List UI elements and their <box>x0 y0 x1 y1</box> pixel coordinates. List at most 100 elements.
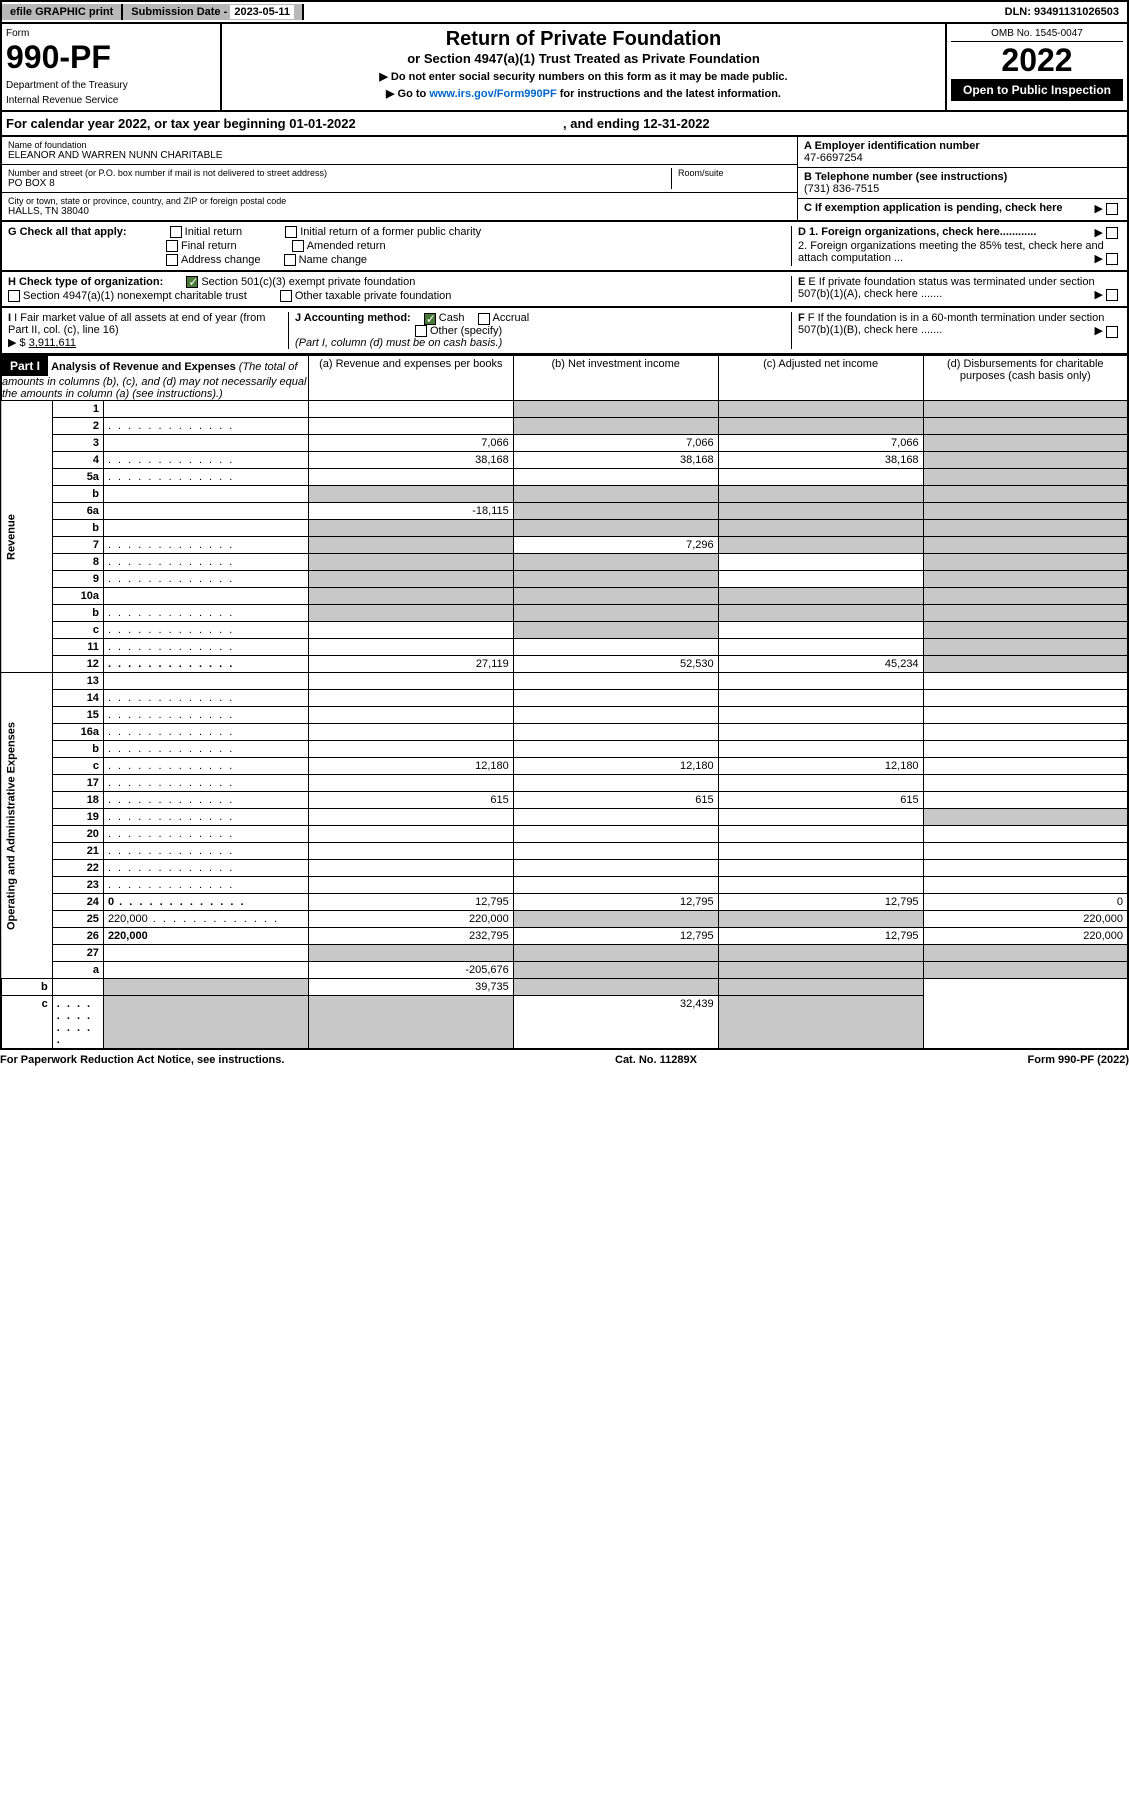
cell-a <box>308 860 513 877</box>
cell-c <box>718 503 923 520</box>
cell-a <box>308 826 513 843</box>
cell-d <box>923 775 1128 792</box>
cell-c <box>718 639 923 656</box>
row-number: b <box>1 979 52 996</box>
checkbox-other-method[interactable] <box>415 325 427 337</box>
cell-a <box>308 469 513 486</box>
cell-c <box>718 401 923 418</box>
col-d-header: (d) Disbursements for charitable purpose… <box>923 356 1128 401</box>
cell-d <box>923 537 1128 554</box>
form-ref: Form 990-PF (2022) <box>1028 1054 1129 1066</box>
cell-d <box>923 418 1128 435</box>
row-desc: 0 <box>103 894 308 911</box>
row-desc <box>103 707 308 724</box>
cell-c: 12,795 <box>718 928 923 945</box>
row-number: 24 <box>52 894 103 911</box>
table-row: 21 <box>1 843 1128 860</box>
row-desc <box>103 741 308 758</box>
cell-d <box>923 758 1128 775</box>
table-row: Operating and Administrative Expenses13 <box>1 673 1128 690</box>
table-row: b <box>1 486 1128 503</box>
cell-d <box>923 877 1128 894</box>
cell-a <box>308 554 513 571</box>
cell-d <box>923 588 1128 605</box>
cell-d <box>923 843 1128 860</box>
cell-a <box>308 690 513 707</box>
cell-d <box>923 724 1128 741</box>
checkbox-name-change[interactable] <box>284 254 296 266</box>
cell-a <box>308 707 513 724</box>
page-footer: For Paperwork Reduction Act Notice, see … <box>0 1050 1129 1070</box>
row-number: 19 <box>52 809 103 826</box>
checkbox-initial[interactable] <box>170 226 182 238</box>
dept-label: Department of the Treasury <box>6 80 216 91</box>
cell-d: 220,000 <box>923 911 1128 928</box>
row-desc <box>103 673 308 690</box>
checkbox-c[interactable] <box>1106 203 1118 215</box>
open-inspection: Open to Public Inspection <box>951 79 1123 101</box>
part1-table: Part I Analysis of Revenue and Expenses … <box>0 355 1129 1050</box>
col-a-header: (a) Revenue and expenses per books <box>308 356 513 401</box>
ein-value: 47-6697254 <box>804 152 1121 164</box>
cell-d <box>923 486 1128 503</box>
cell-d <box>923 452 1128 469</box>
checkbox-d2[interactable] <box>1106 253 1118 265</box>
col-b-header: (b) Net investment income <box>513 356 718 401</box>
table-row: 438,16838,16838,168 <box>1 452 1128 469</box>
header-center: Return of Private Foundation or Section … <box>222 24 947 110</box>
cell-c: 45,234 <box>718 656 923 673</box>
cell-b <box>513 775 718 792</box>
row-number: c <box>1 996 52 1050</box>
checkbox-initial-former[interactable] <box>285 226 297 238</box>
table-row: 77,296 <box>1 537 1128 554</box>
checkbox-addr-change[interactable] <box>166 254 178 266</box>
city-state-zip: HALLS, TN 38040 <box>8 206 791 217</box>
cell-b: 39,735 <box>308 979 513 996</box>
table-row: c 32,439 <box>1 996 1128 1050</box>
row-desc <box>103 877 308 894</box>
checkbox-e[interactable] <box>1106 289 1118 301</box>
cell-a <box>308 537 513 554</box>
cell-c: 32,439 <box>513 996 718 1050</box>
cell-d <box>923 945 1128 962</box>
cell-b <box>513 962 718 979</box>
table-row: a-205,676 <box>1 962 1128 979</box>
table-row: c <box>1 622 1128 639</box>
cell-b <box>513 826 718 843</box>
row-number: 22 <box>52 860 103 877</box>
cell-a: 12,180 <box>308 758 513 775</box>
room-suite-label: Room/suite <box>678 168 791 178</box>
cell-d <box>923 622 1128 639</box>
cell-a <box>308 843 513 860</box>
section-g-h: G Check all that apply: Initial return I… <box>0 222 1129 272</box>
checkbox-f[interactable] <box>1106 326 1118 338</box>
table-row: 20 <box>1 826 1128 843</box>
cell-a: 220,000 <box>308 911 513 928</box>
checkbox-final[interactable] <box>166 240 178 252</box>
row-desc <box>103 571 308 588</box>
table-row: 5a <box>1 469 1128 486</box>
checkbox-amended[interactable] <box>292 240 304 252</box>
cell-d <box>923 809 1128 826</box>
checkbox-d1[interactable] <box>1106 227 1118 239</box>
omb-number: OMB No. 1545-0047 <box>951 28 1123 42</box>
checkbox-cash[interactable] <box>424 313 436 325</box>
checkbox-other-taxable[interactable] <box>280 290 292 302</box>
i-block: I I Fair market value of all assets at e… <box>8 312 288 349</box>
cell-d <box>923 707 1128 724</box>
row-desc <box>103 962 308 979</box>
form-link[interactable]: www.irs.gov/Form990PF <box>429 88 556 100</box>
row-number: 2 <box>52 418 103 435</box>
row-number: b <box>52 486 103 503</box>
cell-c <box>718 707 923 724</box>
cell-b <box>513 605 718 622</box>
checkbox-501c3[interactable] <box>186 276 198 288</box>
row-desc <box>103 588 308 605</box>
cell-c: 7,066 <box>718 435 923 452</box>
checkbox-4947[interactable] <box>8 290 20 302</box>
checkbox-accrual[interactable] <box>478 313 490 325</box>
cell-b <box>513 520 718 537</box>
row-desc <box>103 945 308 962</box>
row-number: 8 <box>52 554 103 571</box>
cell-d <box>923 469 1128 486</box>
